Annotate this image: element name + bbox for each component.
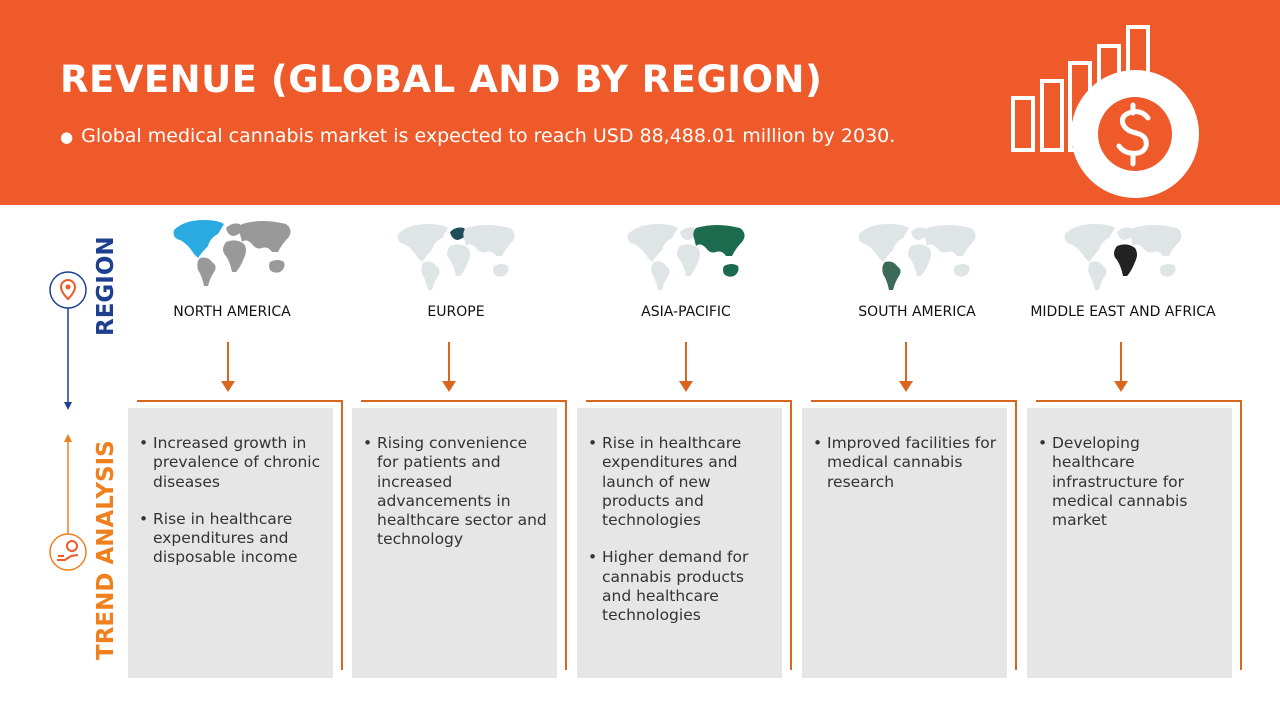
continent [1117, 227, 1135, 240]
arrow-head [1114, 381, 1128, 392]
continent [239, 221, 291, 252]
continent [858, 224, 909, 262]
continent [197, 257, 216, 286]
continent [493, 264, 509, 277]
arrow-head [899, 381, 913, 392]
continent [226, 223, 244, 236]
trend-list: Rising convenience for patients and incr… [352, 434, 557, 550]
trend-list: Increased growth in prevalence of chroni… [128, 434, 333, 568]
region-map [1064, 224, 1182, 290]
trend-label: TREND ANALYSIS [93, 440, 119, 660]
continent [397, 224, 448, 262]
continent [1130, 225, 1182, 256]
continent [173, 220, 224, 258]
continent [421, 261, 440, 290]
trend-item: Higher demand for cannabis products and … [588, 548, 772, 625]
continent [911, 227, 929, 240]
box-frame [1036, 400, 1242, 670]
continent [677, 244, 700, 276]
region-name: SOUTH AMERICA [858, 304, 976, 320]
continent [223, 240, 246, 272]
continent [269, 260, 285, 273]
continent [627, 224, 678, 262]
box-frame [586, 400, 792, 670]
trend-box: Rise in healthcare expenditures and laun… [577, 408, 782, 678]
continent [723, 264, 739, 277]
revenue-icon [1011, 25, 1199, 198]
region-name: MIDDLE EAST AND AFRICA [1030, 304, 1216, 320]
trend-box: Increased growth in prevalence of chroni… [128, 408, 333, 678]
continent [908, 244, 931, 276]
box-frame [361, 400, 567, 670]
trend-item: Rise in healthcare expenditures and disp… [139, 510, 323, 568]
region-name: NORTH AMERICA [173, 304, 291, 320]
region-label: REGION [93, 236, 119, 336]
continent [1088, 261, 1107, 290]
continent [1160, 264, 1176, 277]
continent [651, 261, 670, 290]
region-map [397, 224, 515, 290]
header: REVENUE (GLOBAL AND BY REGION) Global me… [0, 0, 1280, 205]
trend-item: Rising convenience for patients and incr… [363, 434, 547, 550]
continent [1064, 224, 1115, 262]
trend-item: Rise in healthcare expenditures and laun… [588, 434, 772, 530]
trend-item: Increased growth in prevalence of chroni… [139, 434, 323, 492]
continent [463, 225, 515, 256]
trend-list: Rise in healthcare expenditures and laun… [577, 434, 782, 626]
box-frame [137, 400, 343, 670]
trend-box: Improved facilities for medical cannabis… [802, 408, 1007, 678]
box-frame [811, 400, 1017, 670]
region-map [627, 224, 745, 290]
region-name: ASIA-PACIFIC [641, 304, 731, 320]
arrow-head [221, 381, 235, 392]
arrow-head [679, 381, 693, 392]
trend-box: Rising convenience for patients and incr… [352, 408, 557, 678]
title: REVENUE (GLOBAL AND BY REGION) [60, 58, 823, 101]
region-name: EUROPE [427, 304, 485, 320]
trend-list: Developing healthcare infrastructure for… [1027, 434, 1232, 530]
trend-item: Improved facilities for medical cannabis… [813, 434, 997, 492]
continent [680, 227, 698, 240]
continent [693, 225, 745, 256]
continent [1114, 244, 1137, 276]
continent [447, 244, 470, 276]
trend-item: Developing healthcare infrastructure for… [1038, 434, 1222, 530]
trend-list: Improved facilities for medical cannabis… [802, 434, 1007, 492]
continent [924, 225, 976, 256]
region-map [173, 220, 291, 286]
continent [954, 264, 970, 277]
continent [450, 227, 468, 240]
continent [882, 261, 901, 290]
trend-box: Developing healthcare infrastructure for… [1027, 408, 1232, 678]
region-map [858, 224, 976, 290]
arrow-head [442, 381, 456, 392]
subtitle: Global medical cannabis market is expect… [60, 125, 895, 147]
